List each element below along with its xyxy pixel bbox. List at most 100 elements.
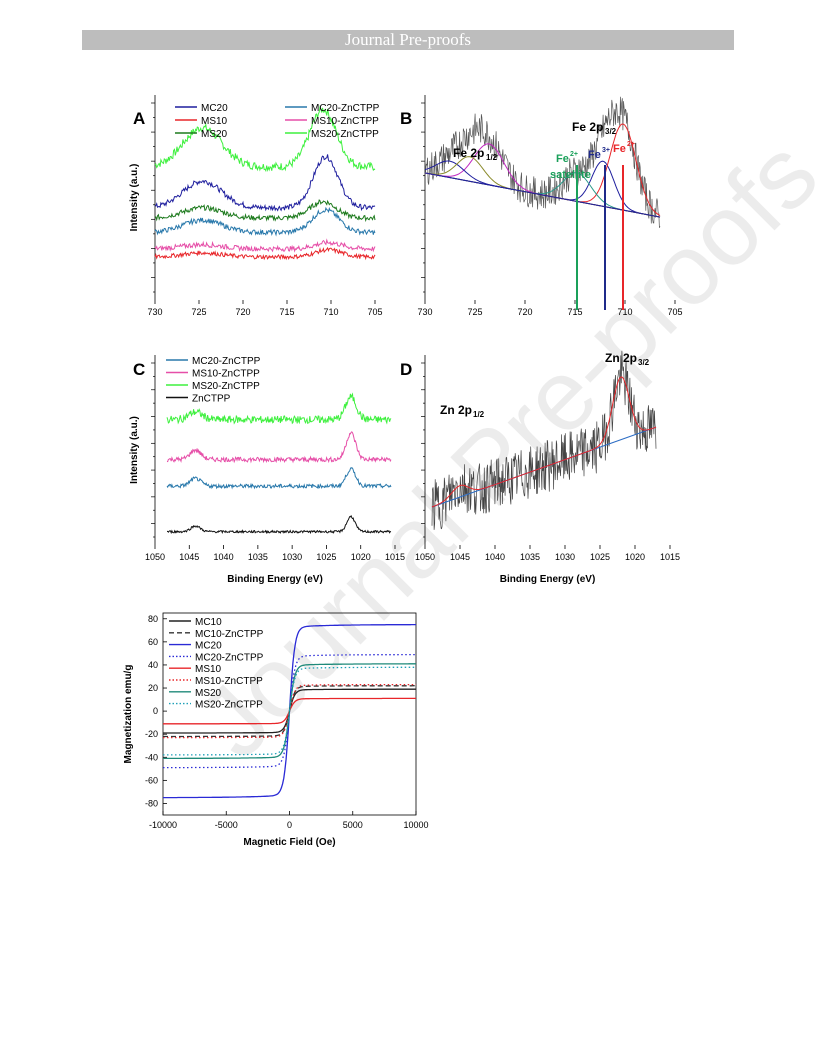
panel-c-legend-label: MS10-ZnCTPP [192, 369, 260, 380]
panel-a-series-ms20-znctpp [154, 105, 376, 173]
panel-d-annotation-zn2p32: Zn 2p [605, 351, 637, 365]
vsm-ylabel: Magnetization emu/g [123, 665, 134, 764]
panel-a-legend-label: MS20 [201, 129, 228, 140]
panel-a-series-mc20 [154, 154, 376, 212]
panel-d-raw-spectrum [431, 350, 657, 530]
panel-b-title-sub: 3/2 [605, 127, 617, 136]
panel-c-ylabel: Intensity (a.u.) [129, 416, 140, 484]
vsm-ytick-label: 0 [153, 706, 158, 716]
panel-d-xtick-label: 1030 [555, 552, 575, 562]
panel-c-series-ms10-znctpp [166, 431, 392, 464]
panel-c-xtick-label: 1050 [145, 552, 165, 562]
panel-d-xtick-label: 1050 [415, 552, 435, 562]
vsm-legend-label: MS20 [195, 688, 222, 699]
panel-b-axes: 730 725 720 715 710 705 [417, 95, 683, 317]
vsm-series-ms20-znctpp [163, 666, 416, 756]
panel-a-series-ms10-znctpp [154, 238, 376, 253]
vsm-xtick-label: 0 [287, 820, 292, 830]
panel-c-xtick-label: 1030 [282, 552, 302, 562]
panel-label-d: D [400, 360, 412, 379]
vsm-ytick-label: 60 [148, 637, 158, 647]
panel-b-xtick-label: 725 [467, 307, 482, 317]
vsm-ytick-label: -60 [145, 775, 158, 785]
panel-b-annotation-fe2p12-sub: 1/2 [486, 153, 498, 162]
panel-a-series-mc20-znctpp [154, 206, 376, 237]
panel-d-annotation-zn2p32-sub: 3/2 [638, 358, 650, 367]
vsm-xtick-label: -5000 [215, 820, 238, 830]
panel-b-xtick-label: 730 [417, 307, 432, 317]
panel-c-xtick-label: 1035 [248, 552, 268, 562]
panel-c-xtick-label: 1040 [214, 552, 234, 562]
panel-label-c: C [133, 360, 145, 379]
panel-d-xlabel: Binding Energy (eV) [500, 574, 596, 585]
vsm-ytick-label: 20 [148, 683, 158, 693]
panel-a-legend-label: MS10-ZnCTPP [311, 116, 379, 127]
panel-c-legend-label: MS20-ZnCTPP [192, 381, 260, 392]
vsm-legend-label: MC20-ZnCTPP [195, 652, 264, 663]
panel-a-ylabel: Intensity (a.u.) [129, 164, 140, 232]
panel-c-xtick-label: 1020 [351, 552, 371, 562]
panel-a-xtick-label: 710 [323, 307, 338, 317]
panel-a-legend-label: MC20-ZnCTPP [311, 103, 380, 114]
panel-d-xtick-label: 1020 [625, 552, 645, 562]
panel-d-xtick-label: 1035 [520, 552, 540, 562]
panel-b-title: Fe 2p [572, 120, 603, 134]
panel-b-annotation-satellite: satellite [550, 169, 591, 181]
vsm-series-mc20-znctpp [163, 653, 416, 769]
vsm-xlabel: Magnetic Field (Oe) [243, 837, 335, 848]
panel-b-baseline [424, 172, 661, 218]
panel-b-annotation-fe3: Fe [588, 149, 601, 161]
panel-d-annotation-zn2p12: Zn 2p [440, 403, 472, 417]
panel-c-xtick-label: 1045 [179, 552, 199, 562]
vsm-ytick-label: 40 [148, 660, 158, 670]
vsm-ytick-label: -40 [145, 752, 158, 762]
panel-a-axes: 730 725 720 715 710 705 [147, 95, 383, 317]
panel-a-xtick-label: 715 [279, 307, 294, 317]
panel-c-xtick-label: 1025 [316, 552, 336, 562]
panel-b-xtick-label: 720 [517, 307, 532, 317]
panel-c-legend-label: MC20-ZnCTPP [192, 356, 261, 367]
panel-d-fit-envelope [431, 376, 657, 508]
panel-d-annotation-zn2p12-sub: 1/2 [473, 410, 485, 419]
panel-c-legend-label: ZnCTPP [192, 394, 231, 405]
vsm-series-ms20 [163, 663, 416, 760]
vsm-ytick-label: -80 [145, 798, 158, 808]
vsm-legend-label: MS20-ZnCTPP [195, 700, 263, 711]
vsm-ytick-label: -20 [145, 729, 158, 739]
panel-b-annotation-fe2p12: Fe 2p [453, 146, 484, 160]
vsm-legend-label: MC20 [195, 641, 222, 652]
vsm-legend-label: MS10-ZnCTPP [195, 676, 263, 687]
panel-b-annotation-fe2-sat: Fe [556, 153, 569, 165]
panel-d-xtick-label: 1015 [660, 552, 680, 562]
panel-b-xtick-label: 705 [667, 307, 682, 317]
panel-a-legend-label: MC20 [201, 103, 228, 114]
panel-b-annotation-fe3-sup: 3+ [602, 147, 610, 154]
panel-c-xlabel: Binding Energy (eV) [227, 574, 323, 585]
journal-banner: Journal Pre-proofs [82, 30, 734, 50]
panel-a-series-ms20 [154, 199, 376, 223]
panel-c-series-znctpp [167, 514, 392, 535]
panel-c-axes: 1050 1045 1040 1035 1030 1025 1020 1015 [145, 355, 405, 562]
vsm-xtick-label: 5000 [343, 820, 363, 830]
vsm-xtick-label: -10000 [149, 820, 177, 830]
panel-a-xtick-label: 730 [147, 307, 162, 317]
panel-d-xtick-label: 1040 [485, 552, 505, 562]
panel-b-component-1 [424, 123, 661, 217]
vsm-legend-label: MC10-ZnCTPP [195, 629, 264, 640]
panel-b-annotation-fe2-sup: 2+ [627, 141, 635, 148]
panel-a-xtick-label: 725 [191, 307, 206, 317]
vsm-series-mc10-znctpp [163, 685, 416, 738]
panel-b-annotation-fe2-sat-sup: 2+ [570, 151, 578, 158]
panel-b-xtick-label: 715 [567, 307, 582, 317]
vsm-legend-label: MS10 [195, 664, 222, 675]
panel-c-xtick-label: 1015 [385, 552, 405, 562]
panel-c-series-mc20-znctpp [166, 466, 392, 490]
panel-b-raw-spectrum [424, 96, 661, 228]
panel-a-legend-label: MS20-ZnCTPP [311, 129, 379, 140]
panel-b-component-5 [424, 156, 661, 218]
panel-a-xtick-label: 720 [235, 307, 250, 317]
panel-a-legend-label: MS10 [201, 116, 228, 127]
vsm-ytick-label: 80 [148, 614, 158, 624]
vsm-xtick-label: 10000 [403, 820, 428, 830]
